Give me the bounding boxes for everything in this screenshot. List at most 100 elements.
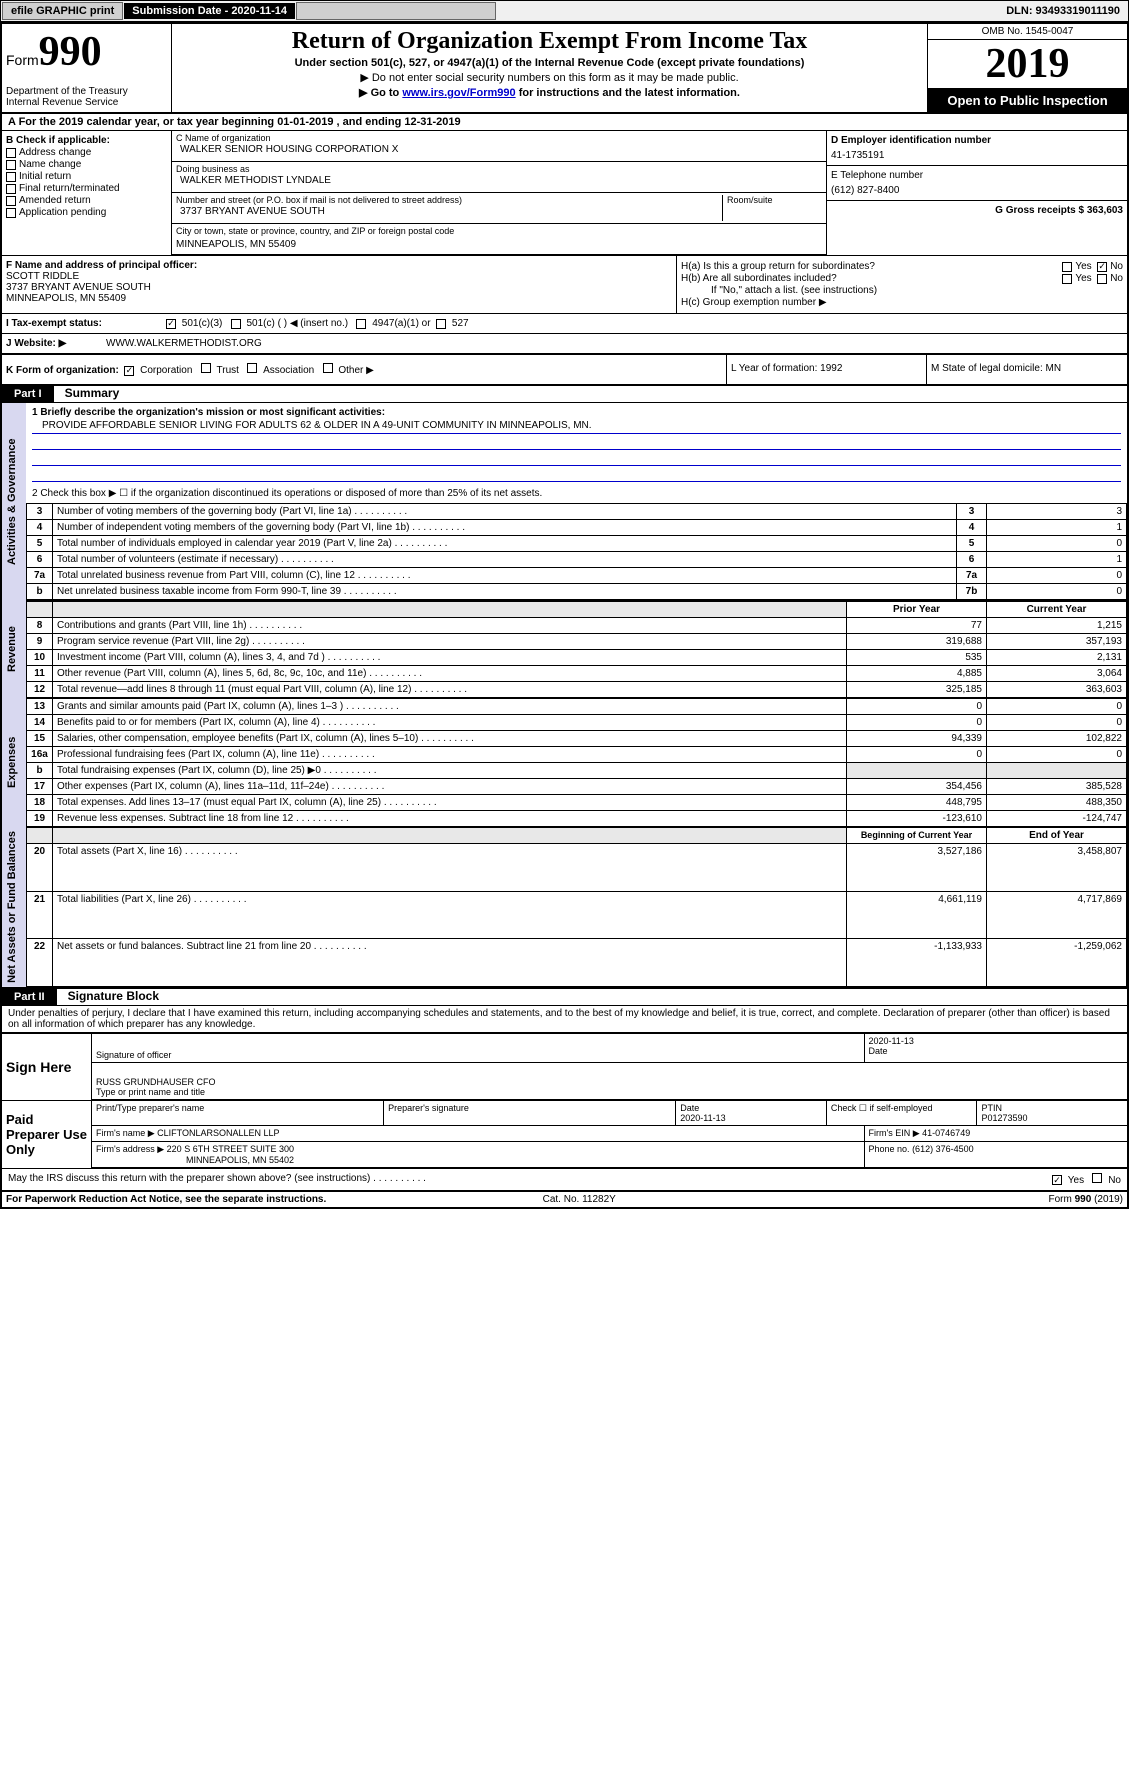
table-row: 5Total number of individuals employed in… [27,536,1127,552]
revenue-table: Prior Year Current Year 8Contributions a… [26,600,1127,698]
efile-button[interactable]: efile GRAPHIC print [2,2,123,20]
city: MINNEAPOLIS, MN 55409 [172,238,826,254]
irs-link[interactable]: www.irs.gov/Form990 [402,87,515,99]
paid-preparer-label: Paid Preparer Use Only [2,1101,92,1168]
section-h: H(a) Is this a group return for subordin… [677,256,1127,313]
table-row: 19Revenue less expenses. Subtract line 1… [27,811,1127,827]
table-row: 6Total number of volunteers (estimate if… [27,552,1127,568]
form-main: Form990 Department of the Treasury Inter… [0,22,1129,1209]
c-city-label: City or town, state or province, country… [172,224,826,238]
table-row: 14Benefits paid to or for members (Part … [27,715,1127,731]
prep-self: Check ☐ if self-employed [827,1101,978,1125]
ha-no[interactable] [1097,262,1107,272]
sidelabel-revenue: Revenue [2,600,26,698]
chk-501c3[interactable] [166,319,176,329]
chk-527[interactable] [436,319,446,329]
submission-date: Submission Date - 2020-11-14 [124,3,295,19]
table-row: 20Total assets (Part X, line 16)3,527,18… [27,844,1127,892]
ha-yes[interactable] [1062,262,1072,272]
perjury: Under penalties of perjury, I declare th… [2,1006,1127,1033]
table-row: 10Investment income (Part VIII, column (… [27,650,1127,666]
omb-number: OMB No. 1545-0047 [928,24,1127,40]
section-k: K Form of organization: Corporation Trus… [2,355,727,384]
footer-right: Form 990 (2019) [1049,1194,1123,1205]
section-m: M State of legal domicile: MN [927,355,1127,384]
sig-officer-cell: Signature of officer [92,1034,865,1062]
table-row: 16aProfessional fundraising fees (Part I… [27,747,1127,763]
table-row: 15Salaries, other compensation, employee… [27,731,1127,747]
header-left: Form990 Department of the Treasury Inter… [2,24,172,112]
website: WWW.WALKERMETHODIST.ORG [106,338,262,349]
c-dba-label: Doing business as [176,164,822,174]
col-beg: Beginning of Current Year [847,828,987,844]
table-row: 18Total expenses. Add lines 13–17 (must … [27,795,1127,811]
chk-trust[interactable] [201,363,211,373]
prep-ptin: PTIN P01273590 [977,1101,1127,1125]
dept-label: Department of the Treasury Internal Reve… [6,86,167,108]
chk-amended[interactable] [6,196,16,206]
footer: For Paperwork Reduction Act Notice, see … [2,1192,1127,1207]
row-a: A For the 2019 calendar year, or tax yea… [2,114,1127,131]
hb-no[interactable] [1097,274,1107,284]
mission: PROVIDE AFFORDABLE SENIOR LIVING FOR ADU… [32,420,1121,434]
topbar: efile GRAPHIC print Submission Date - 20… [0,0,1129,22]
sig-date-cell: 2020-11-13 Date [865,1034,1128,1062]
chk-501c[interactable] [231,319,241,329]
mission-blank1 [32,436,1121,450]
chk-4947[interactable] [356,319,366,329]
chk-corp[interactable] [124,366,134,376]
hb-yes[interactable] [1062,274,1072,284]
chk-pending[interactable] [6,208,16,218]
dln: DLN: 93493319011190 [998,3,1128,19]
mission-blank3 [32,468,1121,482]
header-mid: Return of Organization Exempt From Incom… [172,24,927,112]
expenses-block: Expenses 13Grants and similar amounts pa… [2,698,1127,827]
chk-assoc[interactable] [247,363,257,373]
officer-name-cell: RUSS GRUNDHAUSER CFO Type or print name … [92,1063,1127,1099]
revenue-block: Revenue Prior Year Current Year 8Contrib… [2,600,1127,698]
net-block: Net Assets or Fund Balances Beginning of… [2,827,1127,989]
expenses-table: 13Grants and similar amounts paid (Part … [26,698,1127,827]
table-row: 12Total revenue—add lines 8 through 11 (… [27,682,1127,698]
section-g: G Gross receipts $ 363,603 [827,201,1127,220]
chk-name[interactable] [6,160,16,170]
sign-here-label: Sign Here [2,1034,92,1100]
part1-header: Part I Summary [2,386,1127,403]
table-row: 3Number of voting members of the governi… [27,504,1127,520]
discuss-row: May the IRS discuss this return with the… [2,1168,1127,1192]
table-row: 22Net assets or fund balances. Subtract … [27,939,1127,987]
chk-address[interactable] [6,148,16,158]
table-row: 21Total liabilities (Part X, line 26)4,6… [27,891,1127,939]
section-c: C Name of organization WALKER SENIOR HOU… [172,131,827,255]
table-row: bTotal fundraising expenses (Part IX, co… [27,763,1127,779]
discuss-yes[interactable] [1052,1175,1062,1185]
col-deg: D Employer identification number 41-1735… [827,131,1127,255]
c-street-label: Number and street (or P.O. box if mail i… [176,195,722,205]
discuss-no[interactable] [1092,1173,1102,1183]
chk-initial[interactable] [6,172,16,182]
form-label: Form [6,52,39,68]
sidelabel-governance: Activities & Governance [2,403,26,600]
chk-other[interactable] [323,363,333,373]
col-current: Current Year [987,601,1127,618]
chk-final[interactable] [6,184,16,194]
firm-addr-cell: Firm's address ▶ 220 S 6TH STREET SUITE … [92,1142,865,1167]
form-subtitle2: ▶ Do not enter social security numbers o… [180,71,919,84]
footer-left: For Paperwork Reduction Act Notice, see … [6,1194,326,1205]
table-row: 4Number of independent voting members of… [27,520,1127,536]
phone: (612) 827-8400 [831,185,1123,196]
row-fh: F Name and address of principal officer:… [2,256,1127,314]
mission-blank2 [32,452,1121,466]
table-row: 8Contributions and grants (Part VIII, li… [27,618,1127,634]
c-name-label: C Name of organization [176,133,822,143]
officer-city: MINNEAPOLIS, MN 55409 [6,293,672,304]
form-header: Form990 Department of the Treasury Inter… [2,24,1127,114]
org-name: WALKER SENIOR HOUSING CORPORATION X [176,143,822,159]
b-label: B Check if applicable: [6,135,167,146]
col-cdefg: C Name of organization WALKER SENIOR HOU… [172,131,1127,255]
firm-phone-cell: Phone no. (612) 376-4500 [865,1142,1128,1167]
form-subtitle1: Under section 501(c), 527, or 4947(a)(1)… [180,57,919,69]
table-row: bNet unrelated business taxable income f… [27,584,1127,600]
sidelabel-expenses: Expenses [2,698,26,827]
dba-name: WALKER METHODIST LYNDALE [176,174,822,190]
